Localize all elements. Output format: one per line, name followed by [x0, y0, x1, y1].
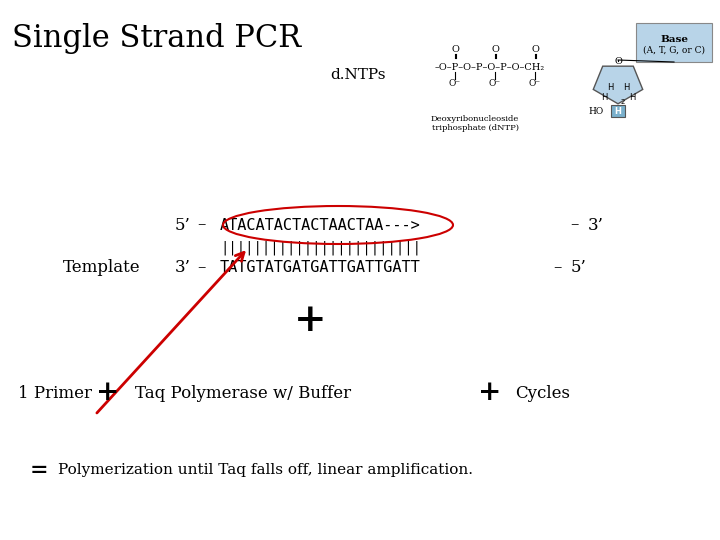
Polygon shape	[593, 66, 643, 104]
Text: O: O	[491, 45, 499, 55]
Text: 2: 2	[621, 99, 625, 105]
Text: O⁻: O⁻	[489, 78, 501, 87]
Text: –: –	[197, 217, 205, 233]
Text: +: +	[96, 380, 120, 407]
Text: +: +	[294, 301, 326, 339]
Text: d.NTPs: d.NTPs	[330, 68, 385, 82]
Text: –: –	[197, 260, 205, 276]
Text: Single Strand PCR: Single Strand PCR	[12, 23, 301, 53]
Text: TATGTATGATGATTGATTGATT: TATGTATGATGATTGATTGATT	[220, 260, 420, 275]
Text: H: H	[629, 93, 635, 103]
Text: 3’: 3’	[175, 260, 191, 276]
Text: H: H	[600, 93, 607, 103]
Text: –: –	[570, 217, 578, 233]
Text: Cycles: Cycles	[515, 384, 570, 402]
Text: H: H	[607, 84, 613, 92]
Text: 1 Primer: 1 Primer	[18, 384, 92, 402]
Text: ATACATACTACTAACTAA--->: ATACATACTACTAACTAA--->	[220, 218, 420, 233]
Text: (A, T, G, or C): (A, T, G, or C)	[643, 46, 705, 55]
Text: 3’: 3’	[588, 217, 604, 233]
Text: HO: HO	[588, 106, 603, 116]
Text: 5’: 5’	[175, 217, 191, 233]
Text: Taq Polymerase w/ Buffer: Taq Polymerase w/ Buffer	[135, 384, 351, 402]
Text: +: +	[478, 380, 502, 407]
Text: –O–P–O–P–O–P–O–CH₂: –O–P–O–P–O–P–O–CH₂	[435, 64, 545, 72]
Text: Polymerization until Taq falls off, linear amplification.: Polymerization until Taq falls off, line…	[58, 463, 473, 477]
Text: H: H	[615, 106, 621, 116]
Text: O: O	[531, 45, 539, 55]
FancyBboxPatch shape	[611, 105, 625, 117]
Text: O⁻: O⁻	[449, 78, 461, 87]
Text: =: =	[30, 459, 49, 481]
Text: Base: Base	[660, 35, 688, 44]
FancyBboxPatch shape	[636, 23, 712, 62]
Text: O⁻: O⁻	[529, 78, 541, 87]
Text: ||||||||||||||||||||||||: ||||||||||||||||||||||||	[220, 241, 421, 255]
Text: Template: Template	[63, 260, 140, 276]
Text: Deoxyribonucleoside
triphosphate (dNTP): Deoxyribonucleoside triphosphate (dNTP)	[431, 115, 519, 132]
Text: H: H	[623, 84, 629, 92]
Text: O: O	[614, 57, 622, 65]
Text: O: O	[451, 45, 459, 55]
Text: 5’: 5’	[571, 260, 587, 276]
Text: –: –	[553, 260, 562, 276]
